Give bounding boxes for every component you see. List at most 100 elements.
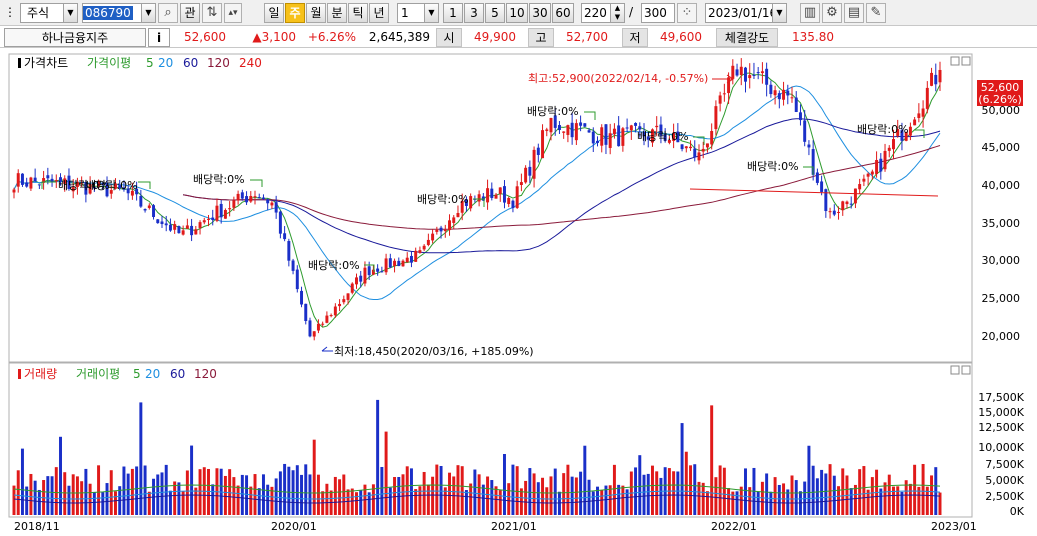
volume-bar bbox=[380, 466, 384, 515]
volume-bar bbox=[841, 468, 845, 515]
spin-arrows-icon[interactable]: ▲ ▼ bbox=[610, 4, 624, 22]
spin-arrows-icon[interactable]: ▴▾ bbox=[224, 3, 242, 23]
panel-maximize-icon[interactable] bbox=[950, 56, 960, 66]
candle-down bbox=[815, 172, 819, 183]
tools-icon[interactable]: ✎ bbox=[866, 3, 886, 23]
candle-down bbox=[765, 68, 769, 85]
volume-bar bbox=[887, 474, 891, 515]
volume-bar bbox=[625, 489, 629, 515]
volume-bar bbox=[684, 451, 688, 515]
volume-bar bbox=[870, 477, 874, 515]
dividend-bracket bbox=[803, 166, 814, 175]
period-day-button[interactable]: 일 bbox=[264, 3, 284, 23]
volume-bar bbox=[507, 483, 511, 515]
candle-down bbox=[625, 127, 629, 129]
candle-up bbox=[194, 229, 198, 235]
gear-icon[interactable]: ⚙ bbox=[822, 3, 842, 23]
panel-close-icon[interactable] bbox=[961, 56, 971, 66]
volume-bar bbox=[697, 481, 701, 515]
related-button[interactable]: 관 bbox=[180, 3, 200, 23]
stock-name[interactable]: 하나금융지주 bbox=[4, 28, 146, 47]
chevron-down-icon[interactable]: ▼ bbox=[141, 4, 155, 22]
candle-down bbox=[367, 266, 371, 276]
candle-up bbox=[524, 167, 528, 183]
chevron-down-icon[interactable]: ▼ bbox=[772, 4, 786, 22]
interval-60-button[interactable]: 60 bbox=[552, 3, 574, 23]
volume-bar bbox=[12, 485, 16, 515]
chart-area[interactable]: 가격차트 가격이평 5 20 60 120 240 거래량 거래이평 5 20 … bbox=[0, 49, 1037, 536]
volume-bar bbox=[274, 478, 278, 515]
volume-bar bbox=[574, 477, 578, 515]
volume-bar bbox=[849, 488, 853, 515]
save-icon[interactable]: ▤ bbox=[844, 3, 864, 23]
candle-up bbox=[202, 220, 206, 223]
rank-icon[interactable]: ⇅ bbox=[202, 3, 222, 23]
candle-down bbox=[190, 225, 194, 236]
volume-bar bbox=[33, 480, 37, 515]
candle-down bbox=[300, 290, 304, 305]
candle-up bbox=[88, 184, 92, 194]
search-icon[interactable]: ⌕ bbox=[158, 3, 178, 23]
candle-up bbox=[701, 148, 705, 152]
period-year-button[interactable]: 년 bbox=[369, 3, 389, 23]
volume-bar bbox=[92, 491, 96, 515]
x-tick-label: 2018/11 bbox=[14, 520, 60, 533]
candle-down bbox=[587, 130, 591, 133]
chevron-down-icon[interactable]: ▼ bbox=[424, 4, 438, 22]
volume-bar bbox=[760, 481, 764, 515]
interval-30-button[interactable]: 30 bbox=[529, 3, 551, 23]
volume-bar bbox=[232, 477, 236, 515]
volume-bar bbox=[722, 467, 726, 515]
volume-bar bbox=[283, 463, 287, 515]
panel-close-icon[interactable] bbox=[961, 365, 971, 375]
period-week-button[interactable]: 주 bbox=[285, 3, 305, 23]
market-type-select[interactable]: 주식 ▼ bbox=[20, 3, 78, 23]
period-minute-button[interactable]: 분 bbox=[327, 3, 347, 23]
candle-up bbox=[443, 229, 447, 232]
volume-bar bbox=[37, 489, 41, 515]
panel-maximize-icon[interactable] bbox=[950, 365, 960, 375]
interval-5-button[interactable]: 5 bbox=[485, 3, 505, 23]
y-tick-label: 0K bbox=[1010, 505, 1025, 518]
volume-bar bbox=[393, 477, 397, 515]
candle-down bbox=[807, 144, 811, 148]
info-button[interactable]: i bbox=[148, 28, 170, 47]
y-tick-label: 25,000 bbox=[982, 292, 1021, 305]
candle-down bbox=[261, 197, 265, 200]
candle-up bbox=[321, 323, 325, 325]
display-count-spinner[interactable]: 220 ▲ ▼ bbox=[581, 3, 625, 23]
ma-5-line bbox=[13, 72, 941, 328]
grid-dots-icon[interactable]: ⁘ bbox=[677, 3, 697, 23]
volume-bar bbox=[249, 486, 253, 515]
candle-up bbox=[12, 189, 16, 193]
candle-up bbox=[887, 147, 891, 151]
volume-bar bbox=[853, 484, 857, 515]
strength-value: 135.80 bbox=[792, 30, 834, 44]
volume-bar bbox=[790, 475, 794, 515]
volume-bar bbox=[545, 487, 549, 515]
stock-code-input[interactable]: 086790 ▼ bbox=[82, 3, 156, 23]
candle-up bbox=[574, 123, 578, 141]
period-month-button[interactable]: 월 bbox=[306, 3, 326, 23]
interval-10-button[interactable]: 10 bbox=[506, 3, 528, 23]
candle-up bbox=[147, 205, 151, 208]
interval-1-button[interactable]: 1 bbox=[443, 3, 463, 23]
total-count-input[interactable]: 300 bbox=[641, 3, 675, 23]
volume-bar bbox=[617, 484, 621, 515]
chevron-down-icon[interactable]: ▼ bbox=[63, 4, 77, 22]
interval-select[interactable]: 1 ▼ bbox=[397, 3, 439, 23]
volume-bar bbox=[473, 469, 477, 515]
candle-up bbox=[232, 200, 236, 208]
volume-bar bbox=[257, 488, 261, 515]
period-tick-button[interactable]: 틱 bbox=[348, 3, 368, 23]
volume-bar bbox=[900, 491, 904, 515]
volume-bar bbox=[486, 476, 490, 515]
date-picker[interactable]: 2023/01/16 ▼ bbox=[705, 3, 787, 23]
candle-down bbox=[820, 181, 824, 192]
volume-bar bbox=[126, 473, 130, 515]
interval-3-button[interactable]: 3 bbox=[464, 3, 484, 23]
price-annotations: 최고:52,900(2022/02/14, -0.57%) 최저:18,450(… bbox=[41, 72, 925, 358]
chart-icon[interactable]: ▥ bbox=[800, 3, 820, 23]
volume-ma-label: 거래이평 bbox=[76, 367, 120, 381]
volume-ma-60-line bbox=[13, 494, 941, 504]
